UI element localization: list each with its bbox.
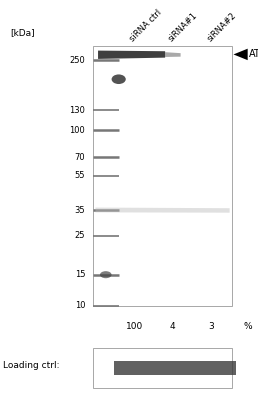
- Text: 4: 4: [170, 322, 176, 330]
- Text: 100: 100: [69, 126, 85, 135]
- Text: Loading ctrl:: Loading ctrl:: [3, 361, 59, 370]
- Polygon shape: [233, 49, 248, 60]
- Text: 15: 15: [75, 270, 85, 279]
- Text: siRNA#1: siRNA#1: [166, 11, 199, 43]
- Polygon shape: [95, 208, 230, 213]
- Text: siRNA#2: siRNA#2: [205, 11, 238, 43]
- Text: [kDa]: [kDa]: [10, 28, 35, 37]
- Polygon shape: [165, 52, 181, 57]
- Bar: [93, 348, 232, 388]
- Polygon shape: [98, 50, 165, 59]
- Text: %: %: [243, 322, 252, 330]
- Bar: [93, 46, 232, 306]
- Text: ATRX: ATRX: [249, 50, 258, 60]
- Text: 35: 35: [75, 206, 85, 215]
- Text: 250: 250: [69, 56, 85, 65]
- Ellipse shape: [111, 74, 126, 84]
- Text: 100: 100: [126, 322, 143, 330]
- Text: 70: 70: [75, 153, 85, 162]
- Ellipse shape: [100, 271, 111, 278]
- Text: 55: 55: [75, 171, 85, 180]
- Text: 3: 3: [209, 322, 214, 330]
- Text: 25: 25: [75, 231, 85, 240]
- Text: siRNA ctrl: siRNA ctrl: [128, 8, 163, 43]
- Bar: [114, 360, 236, 376]
- Text: 10: 10: [75, 301, 85, 310]
- Text: 130: 130: [69, 106, 85, 115]
